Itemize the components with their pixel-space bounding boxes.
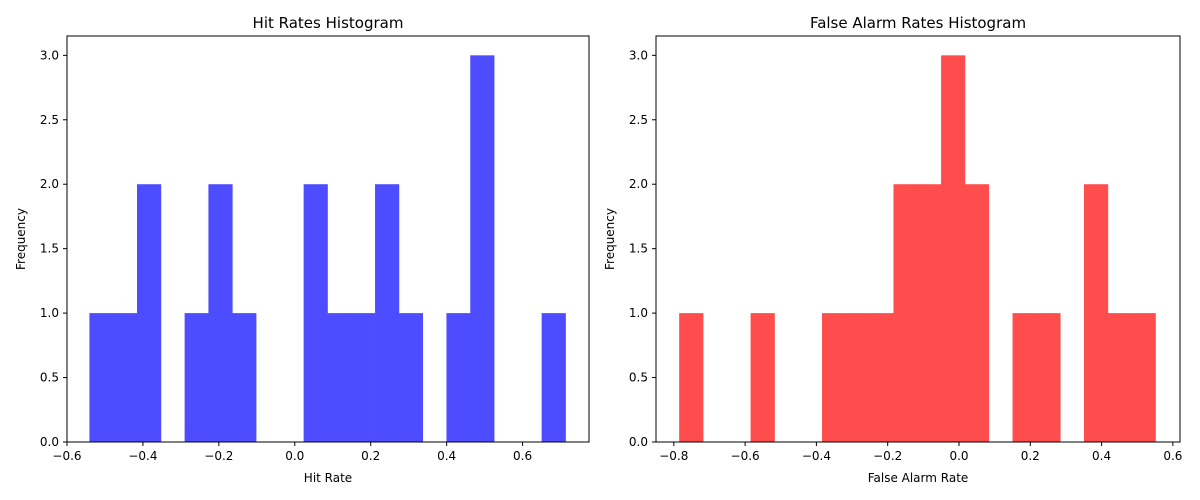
x-tick-label: 0.4	[1092, 449, 1111, 463]
histogram-bar	[845, 313, 871, 442]
y-tick-label: 2.0	[40, 177, 59, 191]
histogram-bar	[1036, 313, 1061, 442]
histogram-bar	[1083, 184, 1109, 442]
x-tick-label: 0.0	[285, 449, 304, 463]
x-axis-label: False Alarm Rate	[868, 471, 969, 485]
histogram-bar	[750, 313, 775, 442]
histogram-bar	[375, 184, 400, 442]
histogram-bar	[822, 313, 847, 442]
histogram-bar	[869, 313, 894, 442]
plot-frame	[66, 35, 590, 443]
chart-title: Hit Rates Histogram	[253, 14, 404, 32]
y-tick-label: 3.0	[40, 48, 59, 62]
histogram-bar	[679, 313, 704, 442]
y-tick-label: 2.5	[629, 113, 648, 127]
y-tick-label: 0.0	[629, 435, 648, 449]
x-tick-label: −0.6	[52, 449, 81, 463]
y-tick-label: 1.5	[629, 242, 648, 256]
false-alarm-rates-chart: −0.8 −0.6 −0.4 −0.2 0.0 0.2 0.4 0.6 0.0 0.5 1.0 1.5…	[603, 14, 1182, 485]
histogram-bar	[446, 313, 471, 442]
histogram-bar	[327, 313, 352, 442]
histogram-bar	[541, 313, 566, 442]
y-axis-label: Frequency	[603, 208, 617, 270]
x-tick-label: −0.4	[802, 449, 831, 463]
histogram-bar	[1107, 313, 1132, 442]
histogram-bar	[89, 313, 114, 442]
y-tick-label: 2.5	[40, 113, 59, 127]
histogram-bar	[184, 313, 209, 442]
y-tick-label: 0.5	[40, 371, 59, 385]
y-tick-label: 1.5	[40, 242, 59, 256]
histogram-bar	[398, 313, 424, 442]
y-tick-label: 2.0	[629, 177, 648, 191]
histogram-bar	[470, 55, 495, 442]
histogram-bar	[208, 184, 233, 442]
chart-title: False Alarm Rates Histogram	[810, 14, 1026, 32]
y-tick-label: 0.0	[40, 435, 59, 449]
y-tick-label: 0.5	[629, 371, 648, 385]
histogram-bar	[917, 184, 942, 442]
x-tick-label: 0.6	[513, 449, 532, 463]
x-tick-label: 0.4	[437, 449, 456, 463]
histogram-bar	[1131, 313, 1156, 442]
x-tick-label: 0.0	[949, 449, 968, 463]
y-tick-label: 1.0	[40, 306, 59, 320]
x-tick-label: −0.2	[204, 449, 233, 463]
x-tick-label: 0.6	[1163, 449, 1182, 463]
x-axis-label: Hit Rate	[304, 471, 352, 485]
histogram-bar	[1012, 313, 1037, 442]
x-tick-label: −0.8	[659, 449, 688, 463]
histogram-bar	[351, 313, 376, 442]
hit-rates-chart: −0.6 −0.4 −0.2 0.0 0.2 0.4 0.6 0.0 0.5 1.0 1.5 2.0 2…	[14, 14, 590, 485]
x-tick-label: −0.6	[731, 449, 760, 463]
histogram-bar	[303, 184, 328, 442]
histogram-bar	[113, 313, 138, 442]
x-tick-label: 0.2	[1021, 449, 1040, 463]
histogram-bar	[232, 313, 257, 442]
plot-frame	[655, 35, 1181, 443]
x-tick-label: −0.4	[128, 449, 157, 463]
histogram-bar	[941, 55, 966, 442]
y-axis-label: Frequency	[14, 208, 28, 270]
x-tick-label: −0.2	[873, 449, 902, 463]
x-tick-label: 0.2	[361, 449, 380, 463]
histogram-bar	[893, 184, 918, 442]
histogram-bar	[137, 184, 162, 442]
y-tick-label: 1.0	[629, 306, 648, 320]
histogram-bar	[964, 184, 990, 442]
y-tick-label: 3.0	[629, 48, 648, 62]
